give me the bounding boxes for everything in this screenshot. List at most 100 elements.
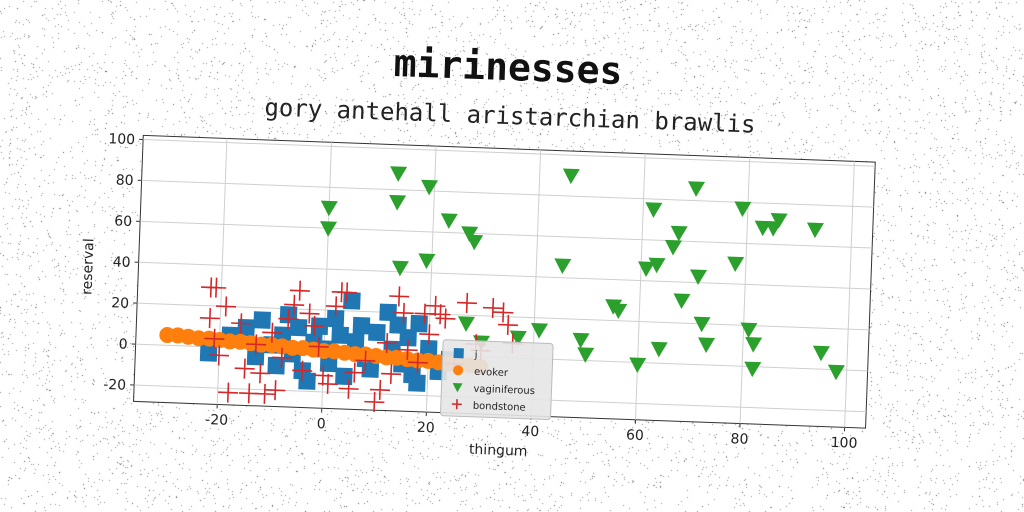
tick-labels: -20 0 20 40 60 80 100 -20 0 20 40 60 80 100 — [103, 131, 858, 452]
point-triangle — [698, 337, 716, 353]
point-triangle — [693, 316, 711, 333]
point-triangle — [461, 226, 479, 242]
point-square — [289, 318, 308, 337]
y-gridline — [140, 220, 873, 249]
y-tick-label: 60 — [114, 213, 132, 230]
chart-title: gory antehall aristarchian brawlis — [264, 93, 756, 138]
point-square — [368, 323, 386, 342]
point-plus — [338, 378, 359, 399]
point-square — [199, 344, 218, 362]
point-triangle — [452, 383, 463, 393]
point-plus — [246, 334, 267, 355]
point-square — [408, 374, 426, 392]
legend-box — [440, 339, 554, 421]
x-tick-label: -20 — [205, 412, 228, 429]
point-plus — [265, 380, 286, 401]
point-triangle — [727, 256, 745, 273]
point-triangle — [770, 212, 788, 229]
point-plus — [262, 322, 283, 343]
point-triangle — [670, 225, 688, 242]
legend-label: evoker — [474, 367, 509, 379]
point-triangle — [812, 345, 830, 362]
point-plus — [336, 282, 357, 303]
point-plus — [292, 360, 313, 381]
point-plus — [381, 363, 402, 384]
point-plus — [312, 365, 333, 386]
point-triangle — [745, 337, 763, 353]
point-plus — [278, 308, 299, 329]
point-plus — [289, 280, 310, 301]
y-tick-label: 0 — [118, 337, 127, 353]
point-triangle — [734, 201, 752, 218]
point-triangle — [744, 361, 762, 378]
y-tick-label: -20 — [103, 377, 126, 394]
point-square — [326, 309, 345, 328]
point-plus — [206, 277, 227, 298]
point-plus — [456, 292, 478, 313]
point-plus — [250, 363, 271, 384]
point-triangle — [418, 253, 436, 269]
y-gridline — [143, 138, 876, 167]
point-plus — [493, 302, 514, 323]
point-triangle — [806, 222, 824, 239]
point-square — [346, 333, 365, 351]
point-triangle — [577, 347, 595, 363]
x-tick-label: 20 — [417, 420, 435, 437]
x-tick-label: 80 — [730, 431, 748, 448]
point-plus — [364, 391, 385, 413]
y-tick-label: 20 — [111, 295, 129, 312]
point-triangle — [554, 258, 572, 274]
legend-label: bondstone — [473, 401, 526, 414]
legend: j evoker vaginiferous bondstone — [440, 339, 554, 421]
point-triangle — [572, 332, 590, 349]
point-plus — [304, 316, 325, 337]
point-square — [331, 326, 349, 344]
point-plus — [498, 314, 519, 335]
point-circle — [453, 365, 464, 376]
point-plus — [482, 297, 504, 319]
point-triangle — [391, 260, 409, 277]
y-tick-label: 80 — [115, 172, 133, 189]
x-tick-label: 0 — [316, 416, 325, 432]
point-plus — [344, 362, 365, 383]
point-plus — [419, 324, 440, 345]
point-plus — [208, 345, 230, 366]
point-plus — [451, 399, 462, 410]
point-plus — [376, 333, 398, 354]
x-gridline — [844, 161, 855, 428]
point-plus — [425, 295, 446, 316]
point-square — [253, 311, 271, 329]
point-triangle — [389, 194, 407, 211]
chart-suptitle: mirinesses — [393, 41, 623, 93]
point-triangle — [610, 303, 628, 320]
point-triangle — [645, 202, 663, 218]
point-plus — [308, 336, 329, 357]
point-triangle — [648, 257, 666, 274]
x-axis-label: thingum — [469, 442, 528, 460]
point-triangle — [320, 221, 338, 237]
point-triangle — [690, 269, 708, 286]
plot-area: -20 0 20 40 60 80 100 -20 0 20 40 60 80 100 thingum r… — [79, 131, 876, 460]
series-2 — [320, 166, 845, 381]
x-tick-label: 100 — [830, 435, 857, 452]
point-square — [453, 348, 464, 359]
point-plus — [234, 358, 255, 379]
y-tick-label: 40 — [112, 254, 130, 271]
point-triangle — [637, 261, 655, 277]
point-triangle — [827, 364, 845, 381]
point-plus — [389, 286, 410, 307]
point-plus — [325, 296, 346, 317]
legend-label: vaginiferous — [473, 384, 535, 397]
x-gridline — [634, 153, 646, 420]
point-plus — [370, 379, 391, 400]
point-plus — [435, 308, 456, 329]
point-triangle — [457, 316, 475, 332]
point-plus — [430, 304, 451, 325]
point-triangle — [688, 181, 706, 197]
x-tick-label: 40 — [521, 424, 539, 441]
x-gridline — [739, 157, 751, 424]
point-square — [267, 356, 286, 375]
point-triangle — [629, 357, 647, 373]
point-plus — [397, 339, 418, 360]
